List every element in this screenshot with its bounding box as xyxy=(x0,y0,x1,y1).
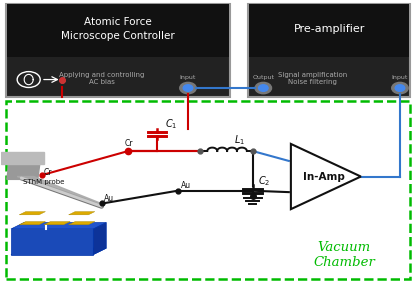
Text: $C_2$: $C_2$ xyxy=(259,174,271,188)
Circle shape xyxy=(180,82,196,94)
Polygon shape xyxy=(19,212,45,215)
Polygon shape xyxy=(69,221,95,225)
Text: Vacuum
Chamber: Vacuum Chamber xyxy=(313,241,375,269)
Polygon shape xyxy=(69,212,95,215)
Polygon shape xyxy=(17,176,105,205)
Text: Applying and controlling
AC bias: Applying and controlling AC bias xyxy=(59,72,144,85)
Polygon shape xyxy=(19,221,45,225)
FancyBboxPatch shape xyxy=(6,3,230,97)
Text: $L_1$: $L_1$ xyxy=(235,133,246,147)
Text: Signal amplification
Noise filtering: Signal amplification Noise filtering xyxy=(278,72,347,85)
Text: SThM probe: SThM probe xyxy=(23,179,65,185)
Text: In-Amp: In-Amp xyxy=(303,172,345,182)
Text: Atomic Force
Microscope Controller: Atomic Force Microscope Controller xyxy=(61,17,175,41)
FancyBboxPatch shape xyxy=(248,3,410,97)
Polygon shape xyxy=(1,152,44,164)
Text: Input: Input xyxy=(392,75,408,80)
Polygon shape xyxy=(11,223,106,229)
Polygon shape xyxy=(11,248,106,255)
Text: Au: Au xyxy=(104,194,114,203)
Text: Cr: Cr xyxy=(124,139,133,148)
Text: Input: Input xyxy=(180,75,196,80)
Text: Cr: Cr xyxy=(44,168,52,177)
FancyBboxPatch shape xyxy=(249,4,409,57)
Text: Output: Output xyxy=(252,75,274,80)
Polygon shape xyxy=(93,223,106,255)
FancyBboxPatch shape xyxy=(7,4,229,57)
Text: Pre-amplifier: Pre-amplifier xyxy=(294,24,365,34)
Polygon shape xyxy=(44,221,70,225)
Circle shape xyxy=(392,82,408,94)
Circle shape xyxy=(183,85,193,91)
Circle shape xyxy=(259,85,268,91)
Polygon shape xyxy=(11,229,93,255)
Polygon shape xyxy=(7,164,40,179)
Circle shape xyxy=(395,85,405,91)
Circle shape xyxy=(255,82,271,94)
Text: $C_1$: $C_1$ xyxy=(164,117,177,131)
Text: Au: Au xyxy=(181,181,191,190)
